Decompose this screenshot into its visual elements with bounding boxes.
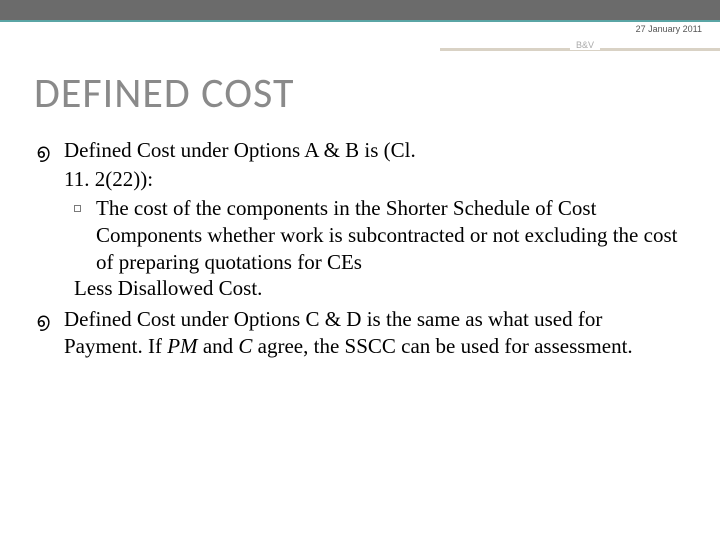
bullet-2-c: C	[238, 334, 252, 358]
date-label: 27 January 2011	[0, 22, 720, 34]
bullet-2-post: agree, the SSCC can be used for assessme…	[252, 334, 632, 358]
bullet-1-less: Less Disallowed Cost.	[34, 275, 686, 302]
brand-row: B&V	[0, 34, 720, 64]
brand-label: B&V	[570, 40, 600, 50]
bullet-2-mid: and	[198, 334, 239, 358]
bullet-1-text-line2: 11. 2(22)):	[34, 166, 686, 193]
bullet-1-sub: The cost of the components in the Shorte…	[34, 195, 686, 276]
top-bar	[0, 0, 720, 22]
bullet-2-pm: PM	[167, 334, 197, 358]
slide-title: DEFINED COST	[0, 64, 720, 137]
swirl-icon: ൭	[36, 140, 50, 166]
slide-content: ൭ Defined Cost under Options A & B is (C…	[0, 137, 720, 360]
bullet-2: ൭ Defined Cost under Options C & D is th…	[34, 306, 686, 360]
bullet-1-sub-text: The cost of the components in the Shorte…	[96, 196, 677, 274]
bullet-1: ൭ Defined Cost under Options A & B is (C…	[34, 137, 686, 164]
swirl-icon: ൭	[36, 309, 50, 335]
bullet-1-text-line1: Defined Cost under Options A & B is (Cl.	[64, 138, 416, 162]
square-icon	[74, 205, 81, 212]
